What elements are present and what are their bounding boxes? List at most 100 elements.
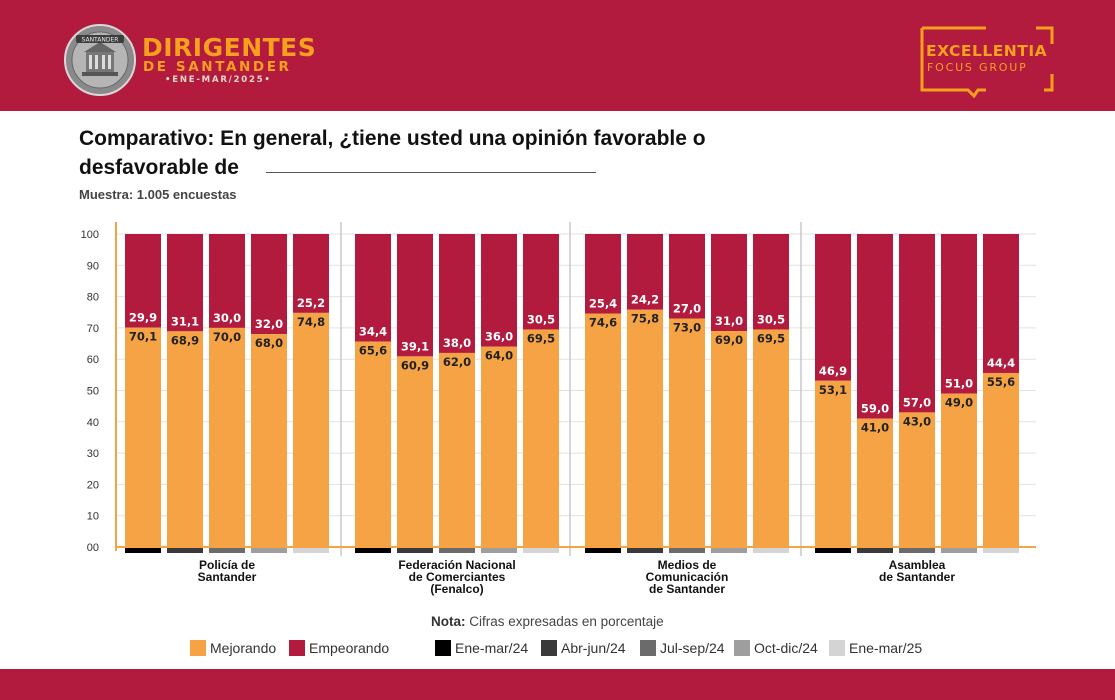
stacked-bar-chart: 00 10 20 30 40 50 60 70 80 90 100 29,9 70,1 31,1 68,9 3…: [81, 222, 1036, 596]
bar-mejorando: [669, 318, 705, 547]
period-marker: [397, 547, 433, 553]
data-label-empeorando: 34,4: [359, 325, 387, 339]
legend-label: Abr-jun/24: [561, 640, 626, 656]
data-label-mejorando: 69,5: [527, 331, 555, 345]
category-label: de Santander: [649, 582, 725, 596]
data-label-mejorando: 74,6: [589, 316, 617, 330]
period-marker: [355, 547, 391, 553]
legend-period-1: Abr-jun/24: [541, 639, 626, 657]
data-label-empeorando: 24,2: [631, 293, 659, 307]
category-label: de Comerciantes: [409, 570, 506, 584]
category-label: Comunicación: [646, 570, 729, 584]
data-label-empeorando: 27,0: [673, 302, 701, 316]
bar-empeorando: [209, 234, 245, 328]
data-label-empeorando: 38,0: [443, 336, 471, 350]
brand-title: DIRIGENTES: [142, 33, 317, 62]
data-label-empeorando: 57,0: [903, 395, 931, 409]
bar-empeorando: [585, 234, 621, 314]
bar-empeorando: [355, 234, 391, 342]
data-label-empeorando: 25,4: [589, 297, 617, 311]
data-label-mejorando: 49,0: [945, 396, 973, 410]
period-marker: [125, 547, 161, 553]
bar-empeorando: [899, 234, 935, 413]
bar-empeorando: [857, 234, 893, 419]
bar-mejorando: [125, 327, 161, 547]
svg-text:SANTANDER: SANTANDER: [82, 37, 119, 44]
y-tick-label: 60: [87, 354, 99, 366]
y-tick-label: 80: [87, 292, 99, 304]
bar-empeorando: [523, 234, 559, 330]
data-label-mejorando: 75,8: [631, 312, 659, 326]
data-label-empeorando: 30,5: [757, 312, 785, 326]
legend-label: Oct-dic/24: [754, 640, 818, 656]
santander-seal-logo: SANTANDER: [64, 24, 136, 96]
data-label-mejorando: 69,0: [715, 333, 743, 347]
y-tick-label: 10: [87, 511, 99, 523]
bar-mejorando: [627, 309, 663, 547]
data-label-mejorando: 64,0: [485, 349, 513, 363]
y-tick-label: 100: [81, 229, 99, 241]
y-tick-label: 70: [87, 323, 99, 335]
data-label-mejorando: 70,1: [129, 330, 157, 344]
data-label-mejorando: 43,0: [903, 414, 931, 428]
bar-empeorando: [711, 234, 747, 332]
footer-banner: [0, 669, 1115, 700]
data-label-mejorando: 62,0: [443, 355, 471, 369]
data-label-mejorando: 74,8: [297, 315, 325, 329]
bar-empeorando: [397, 234, 433, 357]
bar-mejorando: [753, 329, 789, 547]
period-marker: [983, 547, 1019, 553]
note-text: Cifras expresadas en porcentaje: [469, 614, 664, 629]
data-label-mejorando: 55,6: [987, 375, 1015, 389]
legend-period-3: Oct-dic/24: [734, 639, 818, 657]
data-label-mejorando: 65,6: [359, 344, 387, 358]
bar-mejorando: [983, 372, 1019, 547]
period-marker: [899, 547, 935, 553]
bar-mejorando: [941, 393, 977, 547]
bar-empeorando: [251, 234, 287, 335]
bar-mejorando: [481, 346, 517, 547]
category-label: Asamblea: [889, 558, 946, 572]
period-marker: [439, 547, 475, 553]
period-marker: [857, 547, 893, 553]
bar-mejorando: [355, 341, 391, 547]
y-tick-label: 90: [87, 260, 99, 272]
legend-mejorando: Mejorando: [190, 639, 276, 657]
bar-mejorando: [293, 312, 329, 547]
legend-swatch: [541, 640, 557, 656]
sample-size: Muestra: 1.005 encuestas: [79, 187, 237, 202]
brand-subtitle: DE SANTANDER: [143, 59, 292, 75]
y-tick-label: 00: [87, 542, 99, 554]
legend-swatch: [289, 640, 305, 656]
y-tick-label: 30: [87, 448, 99, 460]
legend-label: Mejorando: [210, 640, 277, 656]
legend-label: Empeorando: [309, 640, 390, 656]
legend-swatch: [190, 640, 206, 656]
note-label: Nota:: [431, 614, 466, 629]
data-label-empeorando: 31,0: [715, 314, 743, 328]
data-label-mejorando: 41,0: [861, 421, 889, 435]
bar-mejorando: [815, 380, 851, 547]
data-label-mejorando: 69,5: [757, 331, 785, 345]
period-marker: [753, 547, 789, 553]
period-marker: [209, 547, 245, 553]
legend-period-2: Jul-sep/24: [640, 639, 725, 657]
note: Nota: Cifras expresadas en porcentaje: [431, 614, 664, 629]
bar-empeorando: [481, 234, 517, 347]
bar-mejorando: [167, 331, 203, 547]
period-marker: [481, 547, 517, 553]
bar-empeorando: [293, 234, 329, 313]
data-label-empeorando: 59,0: [861, 402, 889, 416]
partner-subtitle: FOCUS GROUP: [927, 61, 1028, 74]
bar-mejorando: [523, 329, 559, 547]
bar-empeorando: [941, 234, 977, 394]
bar-empeorando: [167, 234, 203, 332]
period-marker: [251, 547, 287, 553]
legend-label: Ene-mar/25: [849, 640, 923, 656]
period-marker: [815, 547, 851, 553]
bar-mejorando: [857, 418, 893, 547]
data-label-empeorando: 31,1: [171, 314, 199, 328]
bar-empeorando: [815, 234, 851, 381]
bar-mejorando: [899, 412, 935, 547]
period-marker: [585, 547, 621, 553]
